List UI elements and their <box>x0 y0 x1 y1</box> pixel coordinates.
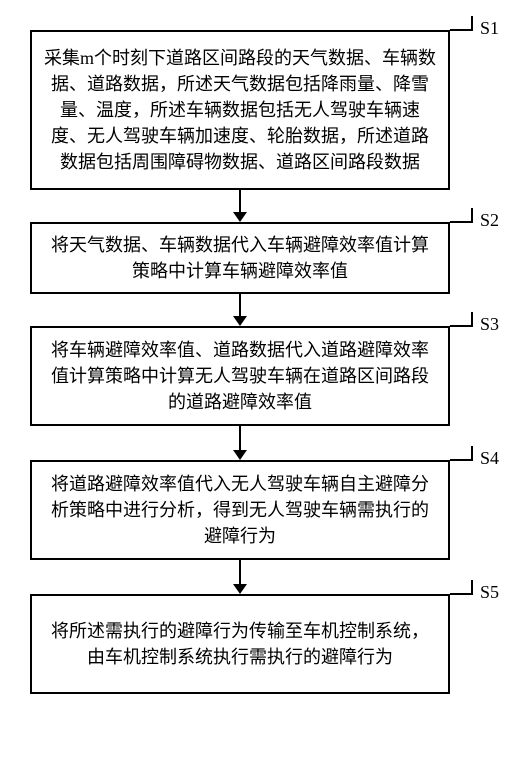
bracket-s3 <box>450 312 480 334</box>
arrow-1 <box>225 190 255 226</box>
step-box-s1: 采集m个时刻下道路区间路段的天气数据、车辆数据、道路数据，所述天气数据包括降雨量… <box>30 30 450 190</box>
step-text: 采集m个时刻下道路区间路段的天气数据、车辆数据、道路数据，所述天气数据包括降雨量… <box>44 45 436 175</box>
step-label-s3: S3 <box>480 314 499 335</box>
arrow-4 <box>225 560 255 598</box>
step-label-s1: S1 <box>480 18 499 39</box>
bracket-s5 <box>450 580 480 602</box>
bracket-s1 <box>450 16 480 38</box>
step-text: 将天气数据、车辆数据代入车辆避障效率值计算策略中计算车辆避障效率值 <box>44 232 436 284</box>
step-box-s2: 将天气数据、车辆数据代入车辆避障效率值计算策略中计算车辆避障效率值 <box>30 222 450 294</box>
step-box-s3: 将车辆避障效率值、道路数据代入道路避障效率值计算策略中计算无人驾驶车辆在道路区间… <box>30 326 450 426</box>
step-label-s2: S2 <box>480 210 499 231</box>
bracket-s2 <box>450 208 480 230</box>
step-text: 将车辆避障效率值、道路数据代入道路避障效率值计算策略中计算无人驾驶车辆在道路区间… <box>44 337 436 415</box>
step-text: 将道路避障效率值代入无人驾驶车辆自主避障分析策略中进行分析，得到无人驾驶车辆需执… <box>44 471 436 549</box>
step-label-s5: S5 <box>480 582 499 603</box>
step-box-s5: 将所述需执行的避障行为传输至车机控制系统，由车机控制系统执行需执行的避障行为 <box>30 594 450 694</box>
arrow-3 <box>225 426 255 464</box>
step-label-s4: S4 <box>480 448 499 469</box>
arrow-2 <box>225 294 255 330</box>
flowchart-canvas: 采集m个时刻下道路区间路段的天气数据、车辆数据、道路数据，所述天气数据包括降雨量… <box>0 0 518 773</box>
bracket-s4 <box>450 446 480 468</box>
step-text: 将所述需执行的避障行为传输至车机控制系统，由车机控制系统执行需执行的避障行为 <box>44 618 436 670</box>
step-box-s4: 将道路避障效率值代入无人驾驶车辆自主避障分析策略中进行分析，得到无人驾驶车辆需执… <box>30 460 450 560</box>
